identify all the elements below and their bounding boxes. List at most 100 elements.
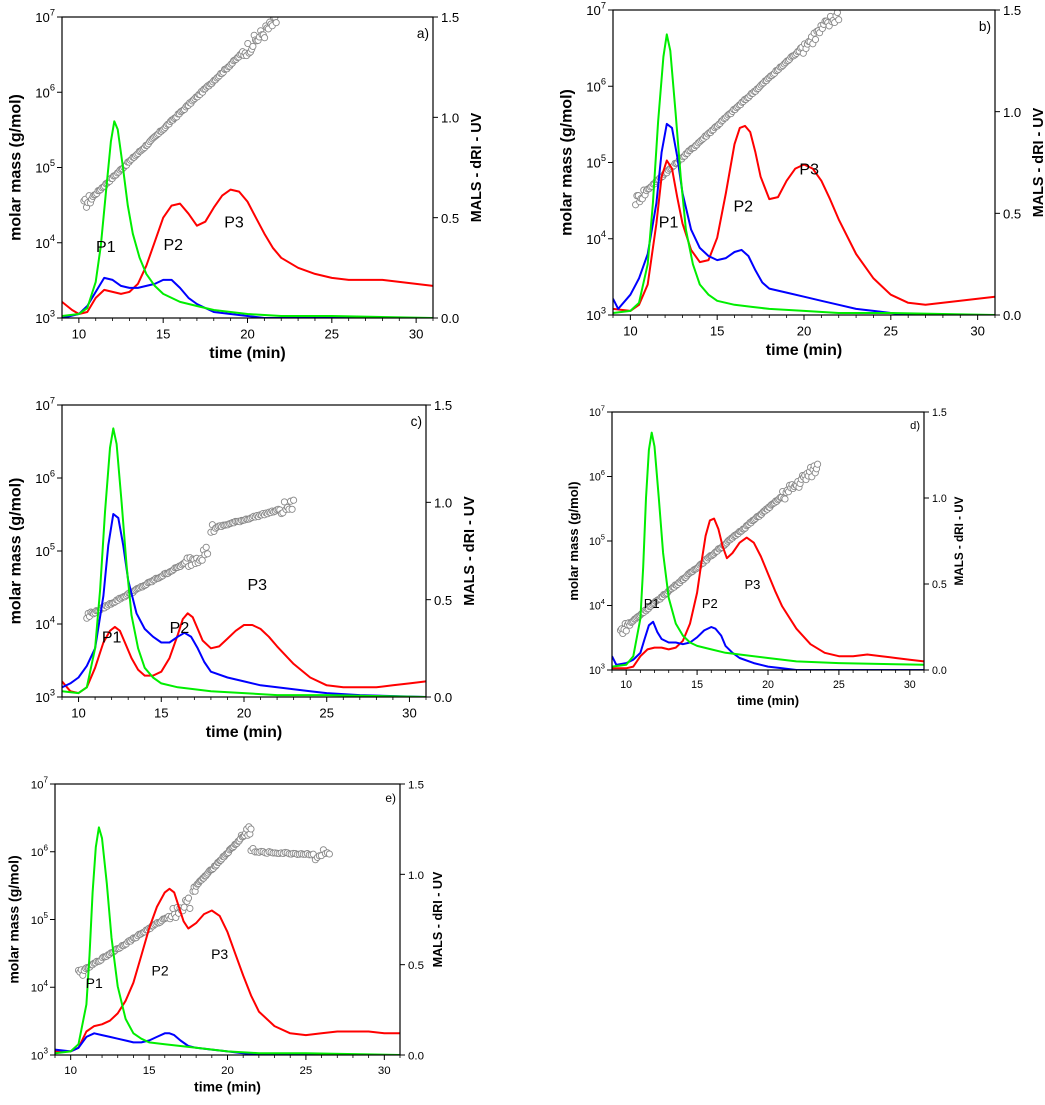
series-line-dri — [612, 620, 924, 670]
x-tick-label: 25 — [833, 679, 845, 691]
tick-exponent: 5 — [43, 911, 48, 920]
tick-base: 10 — [31, 779, 44, 791]
tick-base: 10 — [35, 236, 50, 251]
molar-mass-point — [247, 825, 255, 833]
tick-base: 10 — [589, 665, 601, 677]
panel-label: d) — [910, 420, 920, 432]
y-left-tick-label: 104 — [35, 233, 55, 251]
molar-mass-point — [811, 35, 820, 44]
plot-frame — [611, 411, 925, 671]
peak-label-p2: P2 — [152, 963, 169, 979]
x-tick-label: 25 — [300, 1065, 313, 1077]
x-tick-label: 25 — [884, 324, 899, 339]
y-left-tick-label: 105 — [35, 541, 55, 559]
tick-exponent: 4 — [601, 229, 606, 239]
molar-mass-point — [186, 904, 194, 912]
x-tick-label: 15 — [691, 679, 703, 691]
molar-mass-point — [272, 19, 280, 27]
peak-label-p2: P2 — [170, 620, 190, 637]
peak-label-p2: P2 — [164, 237, 184, 254]
tick-exponent: 4 — [50, 614, 55, 624]
molar-mass-scatter — [632, 10, 843, 209]
tick-base: 10 — [35, 690, 50, 705]
y-right-tick-label: 0.5 — [932, 579, 947, 591]
tick-base: 10 — [35, 471, 50, 486]
y-left-axis-title: molar mass (g/mol) — [558, 89, 575, 236]
x-tick-label: 30 — [409, 327, 424, 342]
x-tick-label: 10 — [72, 327, 87, 342]
y-right-tick-label: 1.0 — [441, 110, 459, 125]
y-left-tick-label: 103 — [35, 308, 55, 326]
series-line-mals — [62, 188, 433, 315]
y-right-tick-label: 0.0 — [1003, 308, 1021, 323]
y-left-tick-label: 106 — [35, 468, 55, 486]
y-left-tick-label: 105 — [31, 911, 49, 927]
tick-base: 10 — [35, 398, 50, 413]
tick-exponent: 4 — [601, 597, 605, 606]
molar-mass-point — [622, 627, 630, 635]
molar-mass-point — [180, 903, 188, 911]
chart-panel-e: 10 15 20 25 301031041051061070.00.51.01.5tim… — [6, 776, 445, 1095]
tick-exponent: 3 — [43, 1047, 48, 1056]
molar-mass-point — [249, 42, 257, 50]
y-left-tick-label: 105 — [586, 153, 606, 171]
series-line-mals — [612, 517, 924, 670]
x-tick-label: 10 — [71, 706, 86, 721]
tick-exponent: 5 — [50, 541, 55, 551]
chart-panel-a: 10 15 20 25 301031041051061070.00.51.01.5tim… — [7, 7, 485, 361]
tick-base: 10 — [589, 472, 601, 484]
x-axis-title: time (min) — [766, 342, 842, 359]
peak-label-p3: P3 — [247, 577, 267, 594]
peak-label-p1: P1 — [644, 596, 660, 611]
y-left-axis-title: molar mass (g/mol) — [7, 94, 24, 241]
y-left-tick-label: 107 — [35, 395, 55, 413]
peak-label-p1: P1 — [96, 239, 116, 256]
y-left-axis-title: molar mass (g/mol) — [6, 855, 22, 983]
y-left-tick-label: 103 — [589, 662, 605, 677]
molar-mass-scatter — [83, 496, 298, 622]
tick-base: 10 — [35, 544, 50, 559]
series-line-dri — [62, 276, 433, 318]
x-tick-label: 10 — [64, 1065, 77, 1077]
tick-exponent: 3 — [50, 308, 55, 318]
y-left-tick-label: 104 — [586, 229, 606, 247]
series-line-mals — [55, 887, 400, 1053]
chart-panel-c: 10 15 20 25 301031041051061070.00.51.01.5tim… — [7, 395, 478, 740]
y-left-tick-label: 106 — [31, 843, 49, 859]
tick-exponent: 6 — [601, 77, 606, 87]
tick-base: 10 — [35, 85, 50, 100]
y-left-axis-title: molar mass (g/mol) — [566, 481, 581, 600]
chart-panel-b: 10 15 20 25 301031041051061070.00.51.01.5tim… — [558, 0, 1045, 358]
tick-exponent: 3 — [601, 305, 606, 315]
x-axis-title: time (min) — [737, 693, 799, 708]
tick-exponent: 6 — [50, 83, 55, 93]
peak-label-p1: P1 — [102, 629, 122, 646]
series-line-dri — [613, 122, 995, 315]
x-tick-label: 25 — [319, 706, 334, 721]
y-right-tick-label: 0.0 — [932, 665, 947, 677]
panel-label: e) — [385, 791, 396, 805]
x-tick-label: 15 — [154, 706, 169, 721]
series-line-mals — [613, 124, 995, 312]
tick-exponent: 7 — [50, 395, 55, 405]
peak-label-p1: P1 — [659, 215, 679, 232]
molar-mass-point — [781, 495, 789, 503]
tick-exponent: 7 — [601, 404, 605, 413]
y-right-tick-label: 0.5 — [1003, 206, 1021, 221]
x-tick-label: 20 — [797, 324, 812, 339]
x-tick-label: 15 — [710, 324, 725, 339]
peak-label-p2: P2 — [702, 596, 718, 611]
y-left-axis-title: molar mass (g/mol) — [7, 478, 24, 625]
series-line-uv — [62, 427, 426, 697]
y-left-tick-label: 106 — [586, 77, 606, 95]
tick-base: 10 — [31, 983, 44, 995]
x-tick-label: 30 — [402, 706, 417, 721]
molar-mass-point — [261, 34, 269, 42]
plot-frame — [54, 783, 401, 1056]
y-left-tick-label: 104 — [589, 597, 605, 612]
x-tick-label: 30 — [970, 324, 985, 339]
tick-base: 10 — [589, 536, 601, 548]
x-tick-label: 20 — [221, 1065, 234, 1077]
molar-mass-point — [288, 505, 296, 513]
y-right-tick-label: 1.0 — [932, 493, 947, 505]
